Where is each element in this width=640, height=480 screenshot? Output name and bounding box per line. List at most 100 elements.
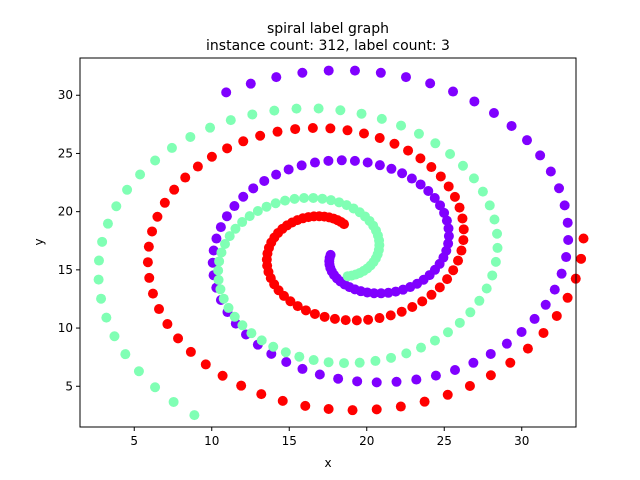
scatter-point-series-1 (435, 171, 446, 182)
scatter-point-series-2 (339, 358, 350, 369)
scatter-point-series-0 (406, 173, 417, 184)
scatter-point-series-2 (247, 109, 258, 120)
scatter-point-series-2 (487, 270, 498, 281)
scatter-point-series-2 (237, 217, 248, 228)
y-tick-label: 30 (58, 88, 73, 102)
scatter-point-series-2 (96, 293, 107, 304)
scatter-point-series-1 (206, 151, 217, 162)
scatter-point-series-1 (358, 128, 369, 139)
scatter-point-series-2 (133, 366, 144, 377)
x-axis-ticks: 5 10 15 20 25 30 (130, 427, 529, 448)
scatter-point-series-1 (363, 314, 374, 325)
scatter-point-series-2 (214, 256, 225, 267)
scatter-point-series-1 (222, 143, 233, 154)
scatter-point-series-2 (313, 103, 324, 114)
scatter-point-series-2 (135, 169, 146, 180)
scatter-point-series-1 (147, 226, 158, 237)
scatter-point-series-1 (351, 315, 362, 326)
scatter-point-series-2 (490, 256, 501, 267)
scatter-point-series-0 (443, 231, 454, 242)
scatter-point-series-0 (429, 192, 440, 203)
scatter-point-series-2 (224, 231, 235, 242)
scatter-point-series-0 (349, 155, 360, 166)
plot-frame (79, 57, 577, 428)
scatter-point-series-2 (454, 317, 465, 328)
scatter-point-series-2 (370, 355, 381, 366)
scatter-point-series-1 (396, 306, 407, 317)
scatter-point-series-2 (102, 218, 113, 229)
scatter-point-series-1 (434, 282, 445, 293)
scatter-point-series-1 (323, 404, 334, 414)
scatter-point-series-1 (340, 315, 351, 326)
scatter-point-series-1 (443, 181, 454, 192)
scatter-point-series-0 (443, 238, 454, 249)
scatter-point-series-0 (208, 245, 219, 256)
scatter-point-series-1 (456, 245, 467, 256)
scatter-point-series-2 (325, 195, 336, 206)
points-layer (93, 65, 589, 421)
scatter-point-series-2 (93, 274, 104, 285)
scatter-point-series-1 (342, 125, 353, 136)
scatter-point-series-2 (185, 131, 196, 142)
scatter-point-series-1 (185, 346, 196, 357)
scatter-point-series-0 (271, 169, 282, 180)
scatter-point-series-0 (376, 288, 387, 299)
scatter-point-series-2 (468, 173, 479, 184)
scatter-point-series-0 (522, 135, 532, 146)
y-tick-label: 20 (58, 205, 73, 219)
scatter-point-series-1 (192, 161, 203, 172)
scatter-point-series-2 (101, 312, 112, 323)
scatter-point-series-2 (335, 105, 346, 116)
x-tick-label: 30 (514, 434, 529, 448)
scatter-point-series-1 (415, 153, 426, 164)
scatter-point-series-0 (349, 65, 360, 76)
scatter-point-series-0 (336, 155, 347, 166)
scatter-point-series-1 (374, 133, 385, 144)
scatter-point-series-1 (442, 389, 453, 400)
scatter-point-series-0 (441, 215, 452, 226)
scatter-point-series-2 (189, 410, 200, 421)
scatter-point-series-0 (362, 157, 373, 168)
scatter-point-series-1 (457, 213, 468, 224)
scatter-point-series-2 (429, 335, 440, 346)
scatter-point-series-2 (298, 193, 309, 204)
scatter-point-series-1 (458, 235, 469, 246)
scatter-point-series-1 (417, 296, 428, 307)
scatter-point-series-2 (150, 155, 161, 166)
scatter-point-series-0 (529, 313, 540, 324)
scatter-point-series-0 (506, 120, 517, 131)
scatter-point-series-0 (221, 87, 232, 98)
scatter-point-series-1 (272, 126, 283, 137)
scatter-point-series-0 (469, 96, 480, 107)
x-tick-label: 5 (130, 434, 138, 448)
scatter-point-series-1 (454, 202, 465, 213)
scatter-point-series-1 (319, 311, 330, 322)
scatter-point-series-2 (213, 274, 224, 285)
scatter-point-series-1 (152, 211, 163, 222)
scatter-point-series-2 (445, 149, 456, 160)
scatter-point-series-0 (540, 299, 551, 310)
scatter-point-series-1 (173, 333, 184, 344)
scatter-point-series-1 (200, 359, 211, 370)
scatter-point-series-2 (413, 128, 424, 139)
scatter-point-series-1 (374, 313, 385, 324)
scatter-point-series-2 (376, 113, 387, 124)
scatter-point-series-2 (268, 341, 279, 352)
scatter-point-series-2 (229, 311, 240, 322)
scatter-point-series-1 (143, 241, 154, 252)
scatter-point-series-1 (485, 370, 496, 381)
scatter-point-series-2 (280, 347, 291, 358)
scatter-point-series-2 (205, 122, 216, 133)
y-tick-label: 15 (58, 263, 73, 277)
scatter-point-series-2 (166, 142, 177, 153)
scatter-point-series-1 (419, 396, 430, 407)
scatter-point-series-0 (314, 369, 325, 380)
scatter-point-series-1 (217, 370, 228, 381)
scatter-point-series-0 (443, 223, 454, 234)
scatter-point-series-2 (280, 195, 291, 206)
scatter-point-series-1 (147, 288, 158, 299)
scatter-point-series-2 (111, 201, 122, 212)
scatter-point-series-1 (255, 130, 266, 141)
scatter-point-series-2 (216, 247, 227, 258)
